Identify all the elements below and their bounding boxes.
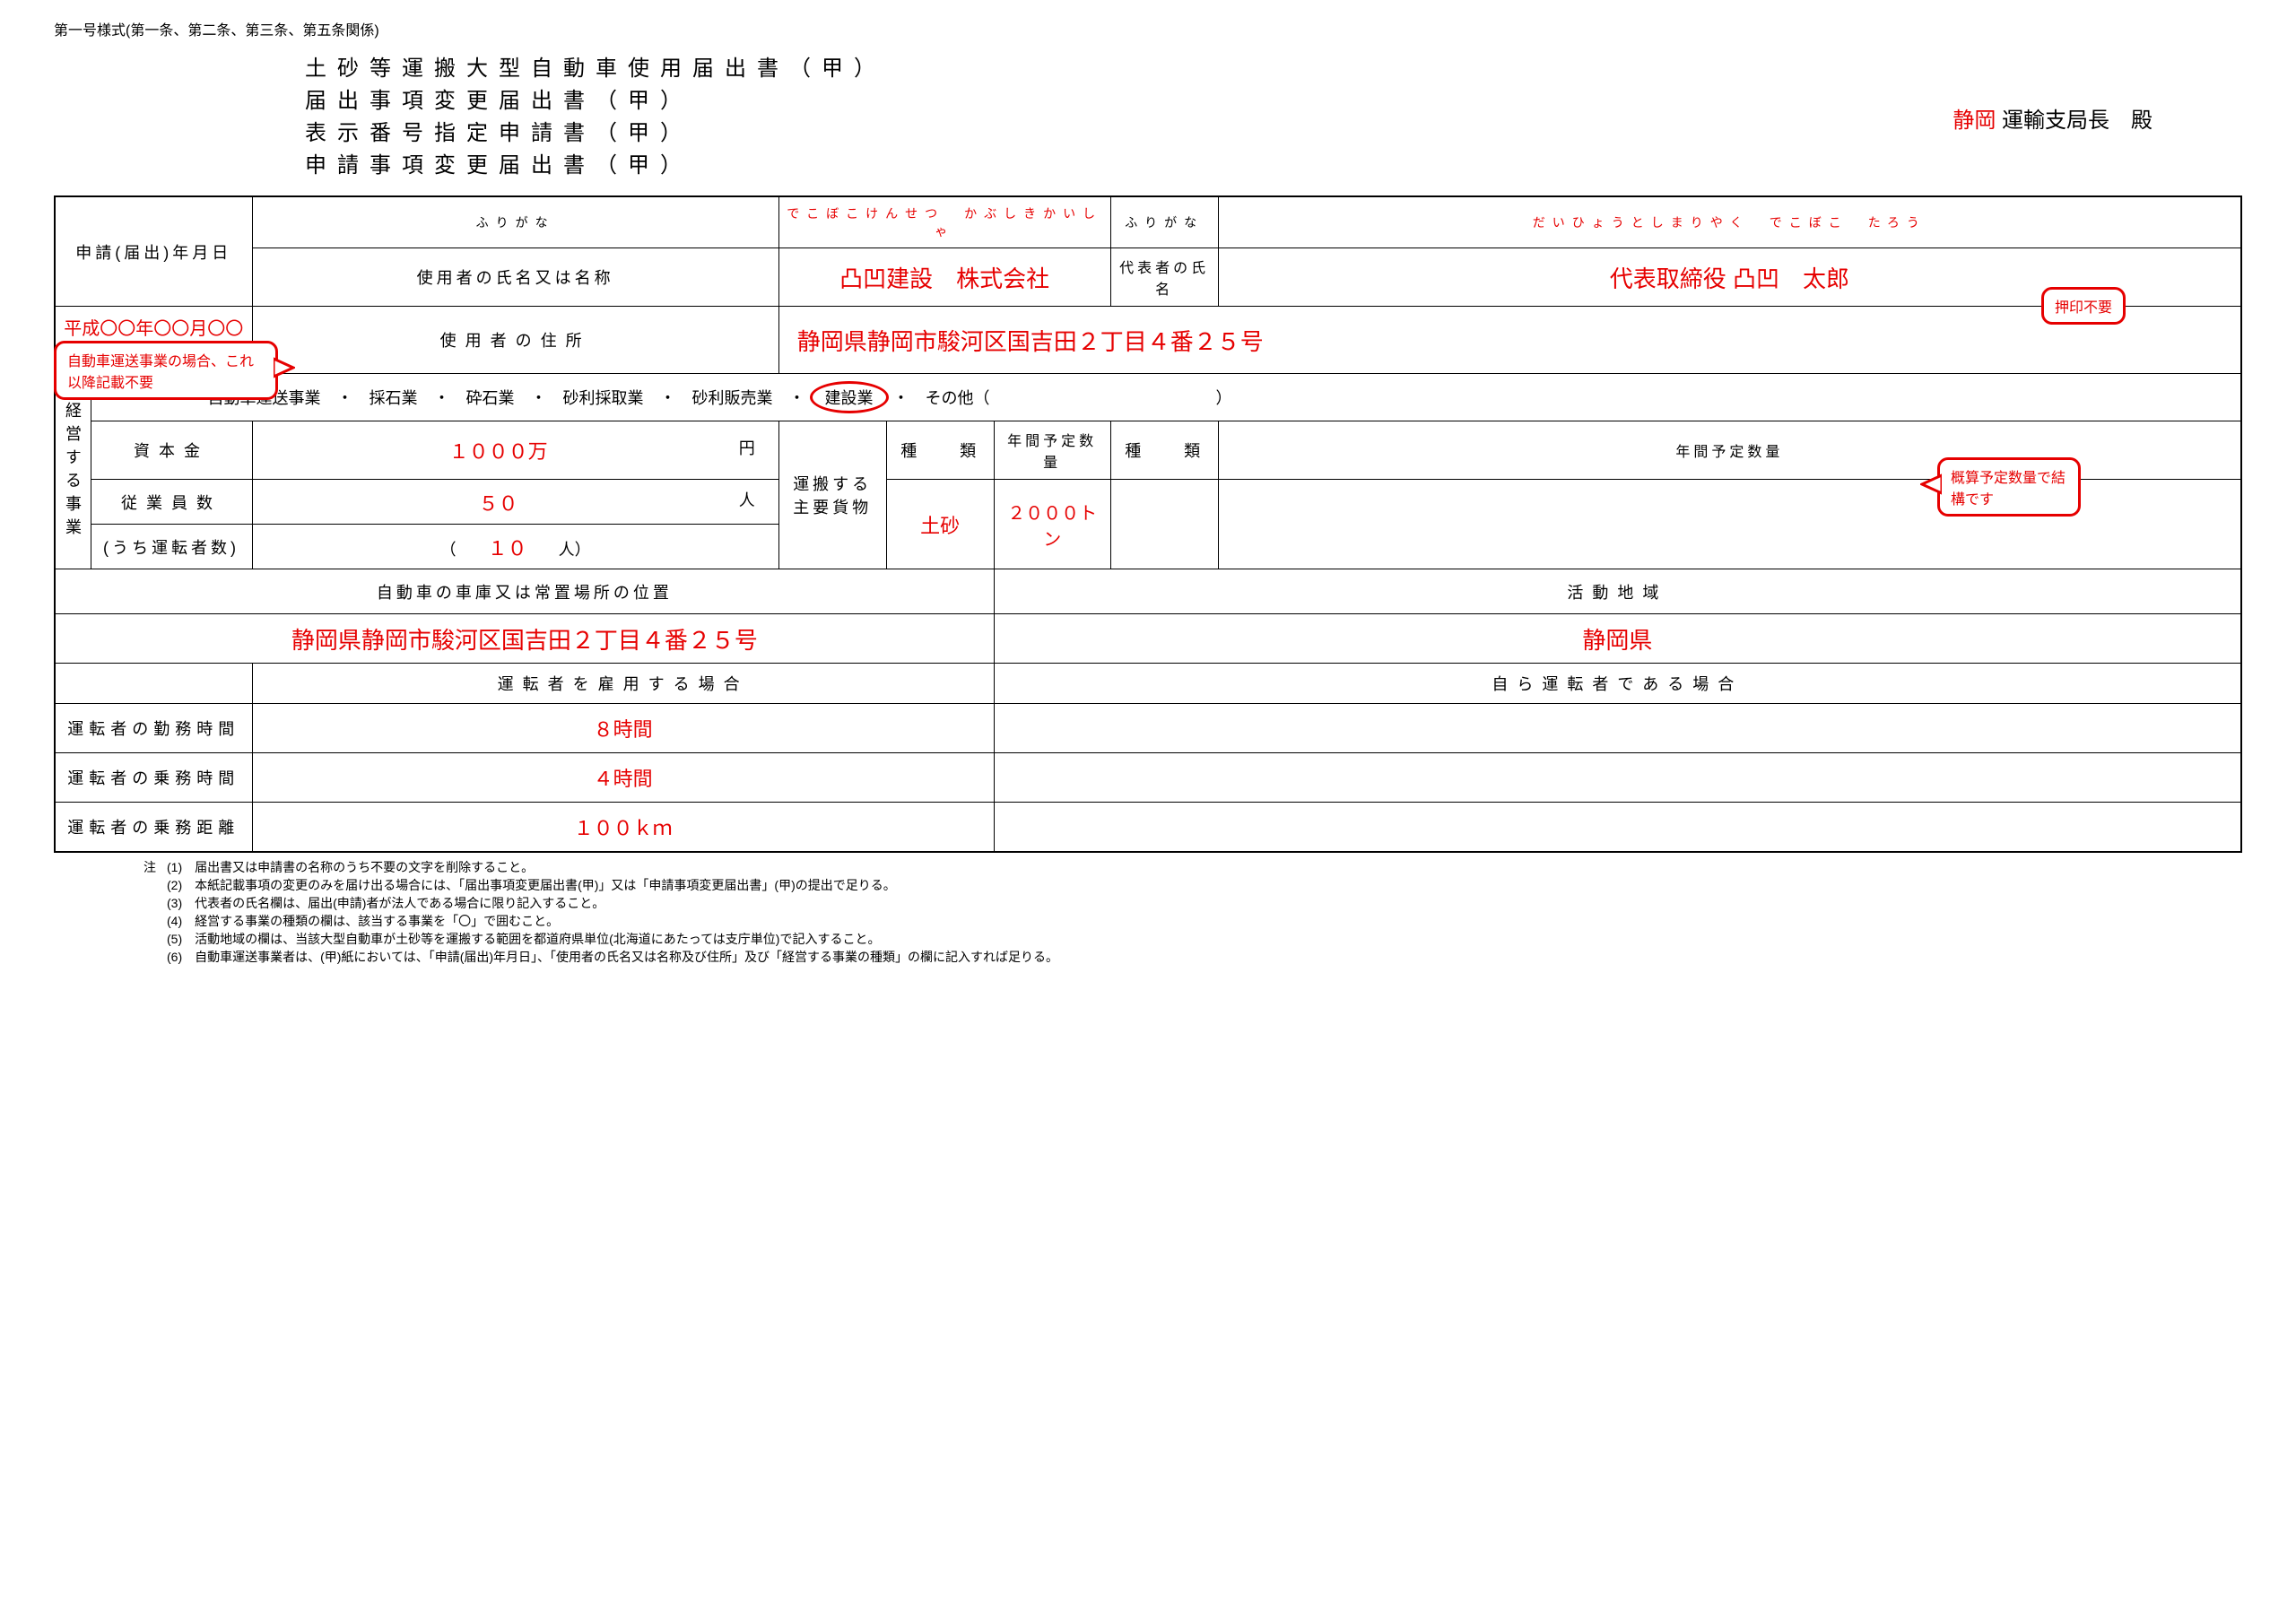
- furigana-label-2: ふりがな: [1110, 196, 1218, 248]
- date-label: 申請(届出)年月日: [55, 196, 252, 307]
- distance-label: 運転者の乗務距離: [55, 803, 252, 852]
- employees-label: 従業員数: [91, 480, 252, 525]
- cargo-annual-header-1: 年間予定数量: [994, 421, 1110, 480]
- rep-label: 代表者の氏 名: [1110, 248, 1218, 307]
- addressee-prefecture: 静岡: [1952, 109, 1996, 133]
- furigana-company: でこぼこけんせつ かぶしきかいしゃ: [778, 196, 1110, 248]
- title-line-4: 申請事項変更届出書（甲）: [305, 150, 886, 182]
- note-3: (3) 代表者の氏名欄は、届出(申請)者が法人である場合に限り記入すること。: [167, 894, 604, 912]
- drivers-label: (うち運転者数): [91, 525, 252, 569]
- addressee: 静岡 運輸支局長 殿: [1952, 102, 2152, 134]
- cargo-annual-header-2: 年間予定数量: [1218, 421, 2241, 480]
- cargo-type-header-2: 種 類: [1110, 421, 1218, 480]
- business-types: 自動車運送事業 ・ 採石業 ・ 砕石業 ・ 砂利採取業 ・ 砂利販売業 ・ 建設…: [91, 374, 2241, 421]
- circled-business: 建設業: [810, 381, 889, 413]
- form-type-header: 第一号様式(第一条、第二条、第三条、第五条関係): [54, 18, 2242, 39]
- drivers-cell: （ １０ 人）: [252, 525, 778, 569]
- duty-hours-value: ４時間: [252, 753, 994, 803]
- notes-label: 注: [144, 858, 156, 876]
- distance-value: １００ｋｍ: [252, 803, 994, 852]
- title-line-1: 土砂等運搬大型自動車使用届出書（甲）: [305, 53, 886, 85]
- self-driver-label: 自ら運転者である場合: [994, 664, 2241, 704]
- duty-hours-label: 運転者の乗務時間: [55, 753, 252, 803]
- driver-empty-header: [55, 664, 252, 704]
- garage-label: 自動車の車庫又は常置場所の位置: [55, 569, 994, 614]
- cargo-type-value: 土砂: [886, 480, 994, 569]
- garage-value: 静岡県静岡市駿河区国吉田２丁目４番２５号: [55, 614, 994, 664]
- title-block: 土砂等運搬大型自動車使用届出書（甲） 届出事項変更届出書（甲） 表示番号指定申請…: [305, 53, 2242, 182]
- note-4: (4) 経営する事業の種類の欄は、該当する事業を「〇」で囲むこと。: [167, 912, 559, 930]
- addressee-office: 運輸支局長 殿: [2002, 109, 2152, 133]
- note-5: (5) 活動地域の欄は、当該大型自動車が土砂等を運搬する範囲を都道府県単位(北海…: [167, 930, 880, 948]
- note-6: (6) 自動車運送事業者は、(甲)紙においては、「申請(届出)年月日」、「使用者…: [167, 948, 1058, 966]
- cargo-qty-value: ２０００トン: [994, 480, 1110, 569]
- capital-label: 資本金: [91, 421, 252, 480]
- user-name-value: 凸凹建設 株式会社: [778, 248, 1110, 307]
- employees-cell: ５０ 人: [252, 480, 778, 525]
- main-form-table: 申請(届出)年月日 ふりがな でこぼこけんせつ かぶしきかいしゃ ふりがな だい…: [54, 195, 2242, 853]
- note-1: (1) 届出書又は申請書の名称のうち不要の文字を削除すること。: [167, 858, 534, 876]
- work-hours-self-empty: [994, 704, 2241, 753]
- callout-quantity: 概算予定数量で結構です: [1937, 457, 2081, 517]
- duty-hours-self-empty: [994, 753, 2241, 803]
- furigana-rep: だいひょうとしまりやく でこぼこ たろう: [1218, 196, 2241, 248]
- business-section-label: 経営する事業: [55, 374, 91, 569]
- note-2: (2) 本紙記載事項の変更のみを届け出る場合には、「届出事項変更届出書(甲)」又…: [167, 876, 896, 894]
- callout-seal: 押印不要: [2041, 287, 2126, 325]
- callout-transport: 自動車運送事業の場合、これ以降記載不要: [54, 341, 278, 400]
- cargo-type-header-1: 種 類: [886, 421, 994, 480]
- distance-self-empty: [994, 803, 2241, 852]
- notes-block: 注 (1) 届出書又は申請書の名称のうち不要の文字を削除すること。 (2) 本紙記…: [144, 858, 2242, 966]
- user-addr-label: 使用者の住所: [252, 307, 778, 374]
- work-hours-value: ８時間: [252, 704, 994, 753]
- user-addr-value: 静岡県静岡市駿河区国吉田２丁目４番２５号: [778, 307, 2241, 374]
- capital-cell: １０００万 円: [252, 421, 778, 480]
- work-hours-label: 運転者の勤務時間: [55, 704, 252, 753]
- furigana-label-1: ふりがな: [252, 196, 778, 248]
- cargo-type-2-empty: [1110, 480, 1218, 569]
- cargo-qty-2-empty: [1218, 480, 2241, 569]
- cargo-label: 運搬する主要貨物: [778, 421, 886, 569]
- employed-driver-label: 運転者を雇用する場合: [252, 664, 994, 704]
- title-line-3: 表示番号指定申請書（甲）: [305, 117, 886, 150]
- title-line-2: 届出事項変更届出書（甲）: [305, 85, 886, 117]
- area-value: 静岡県: [994, 614, 2241, 664]
- title-lines: 土砂等運搬大型自動車使用届出書（甲） 届出事項変更届出書（甲） 表示番号指定申請…: [305, 53, 886, 182]
- area-label: 活動地域: [994, 569, 2241, 614]
- user-name-label: 使用者の氏名又は名称: [252, 248, 778, 307]
